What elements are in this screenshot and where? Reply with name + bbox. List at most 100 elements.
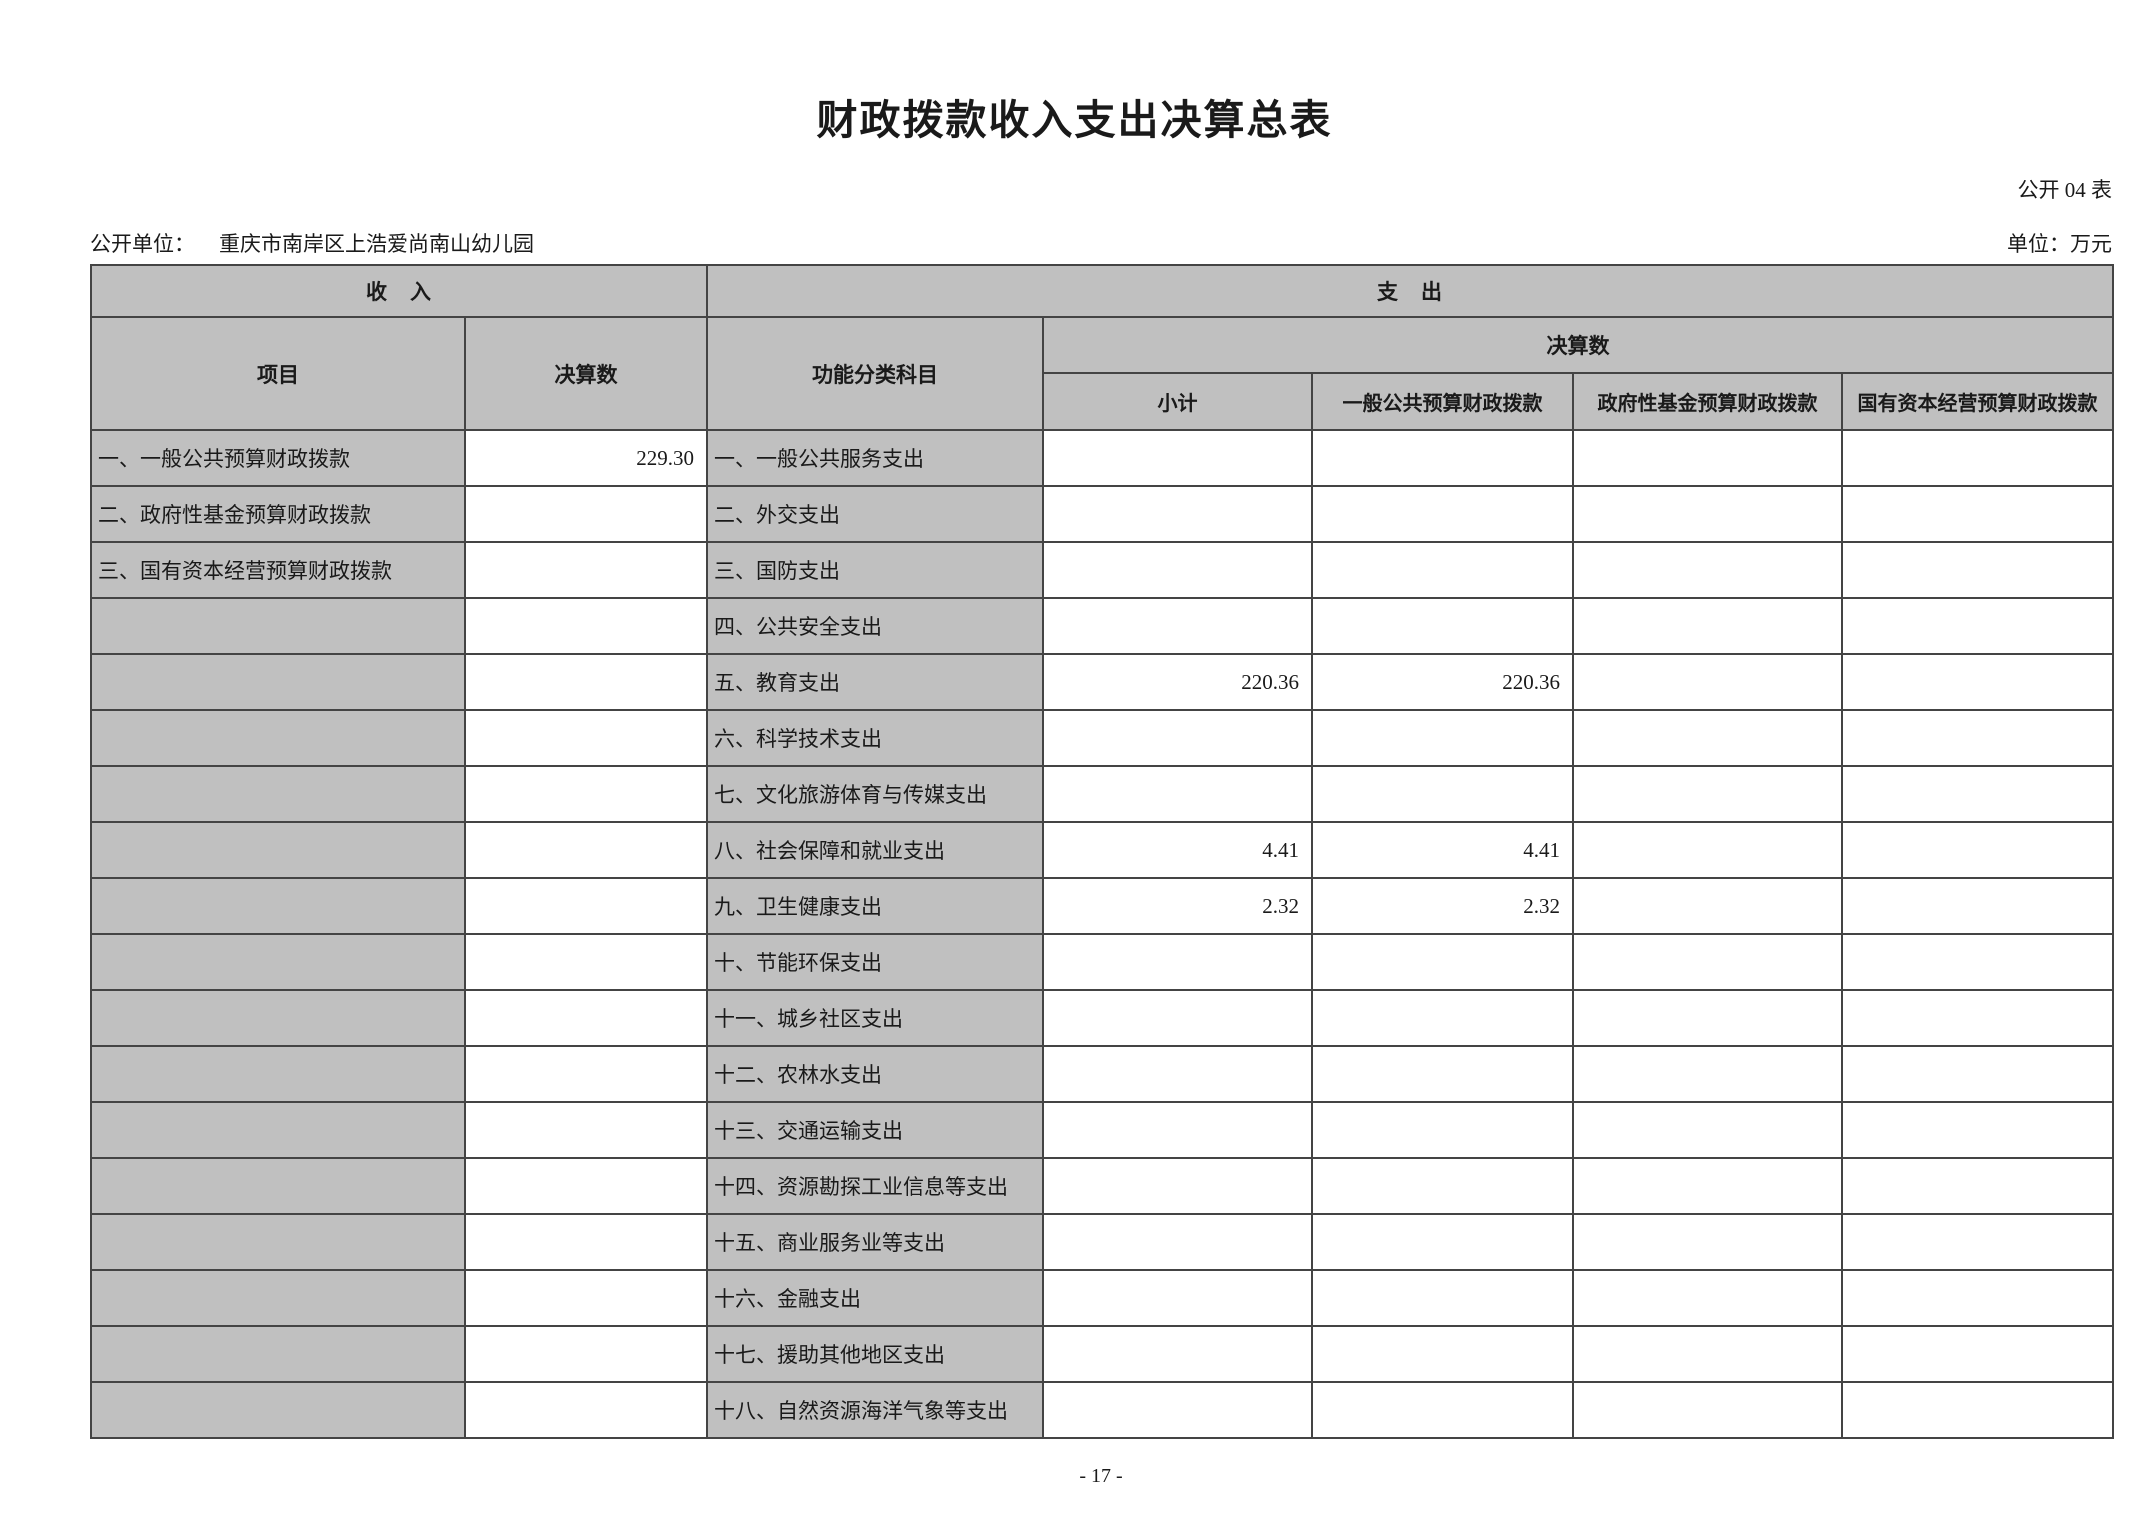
general-public-budget-cell <box>1311 541 1574 599</box>
gov-fund-budget-cell <box>1572 709 1843 767</box>
general-public-budget-cell <box>1311 485 1574 543</box>
general-public-budget-cell <box>1311 1157 1574 1215</box>
gov-fund-budget-cell <box>1572 653 1843 711</box>
general-public-budget-cell <box>1311 989 1574 1047</box>
income-value-cell <box>464 597 708 655</box>
form-code: 公开 04 表 <box>2017 178 2113 202</box>
table-row: 六、科学技术支出 <box>90 709 2115 767</box>
income-value-cell <box>464 1381 708 1439</box>
expense-subtotal-cell <box>1042 1269 1313 1327</box>
state-capital-budget-cell <box>1840 485 2115 543</box>
general-public-budget-cell: 220.36 <box>1311 653 1574 711</box>
expense-subtotal-cell <box>1042 597 1313 655</box>
general-public-budget-cell <box>1311 1269 1574 1327</box>
income-section-header: 收 入 <box>90 264 708 318</box>
general-public-budget-cell <box>1311 1381 1574 1439</box>
income-item-cell <box>90 597 466 655</box>
expense-item-cell: 十、节能环保支出 <box>706 933 1044 991</box>
table-row: 十二、农林水支出 <box>90 1045 2115 1103</box>
state-capital-budget-cell <box>1840 1101 2115 1159</box>
general-public-budget-cell: 4.41 <box>1311 821 1574 879</box>
gov-fund-budget-cell <box>1572 877 1843 935</box>
state-capital-budget-cell <box>1840 877 2115 935</box>
expense-subtotal-cell <box>1042 485 1313 543</box>
general-public-budget-cell <box>1311 1045 1574 1103</box>
income-value-cell <box>464 821 708 879</box>
expense-item-cell: 一、一般公共服务支出 <box>706 429 1044 487</box>
gov-fund-budget-cell <box>1572 1045 1843 1103</box>
income-value-cell <box>464 485 708 543</box>
income-item-cell <box>90 709 466 767</box>
gov-fund-budget-cell <box>1572 1269 1843 1327</box>
income-item-cell <box>90 765 466 823</box>
income-item-cell <box>90 877 466 935</box>
state-capital-budget-cell <box>1840 1269 2115 1327</box>
expense-item-cell: 十一、城乡社区支出 <box>706 989 1044 1047</box>
income-value-cell <box>464 877 708 935</box>
fiscal-appropriation-table: 收 入 支 出 项目 决算数 功能分类科目 决算数 小计 一般公共预算财政拨款 … <box>90 264 2115 1439</box>
income-item-cell <box>90 1045 466 1103</box>
expense-item-cell: 十四、资源勘探工业信息等支出 <box>706 1157 1044 1215</box>
income-item-cell <box>90 1325 466 1383</box>
col-header-state-capital-budget: 国有资本经营预算财政拨款 <box>1840 372 2115 431</box>
col-header-gov-fund-budget: 政府性基金预算财政拨款 <box>1572 372 1843 431</box>
income-value-cell <box>464 541 708 599</box>
page-content: 公开 04 表 公开单位： 重庆市南岸区上浩爱尚南山幼儿园 单位：万元 收 入 支… <box>90 176 2115 1488</box>
income-item-cell <box>90 1381 466 1439</box>
state-capital-budget-cell <box>1840 989 2115 1047</box>
income-item-cell <box>90 1101 466 1159</box>
income-item-cell: 一、一般公共预算财政拨款 <box>90 429 466 487</box>
general-public-budget-cell <box>1311 1325 1574 1383</box>
general-public-budget-cell <box>1311 933 1574 991</box>
col-header-subtotal: 小计 <box>1042 372 1313 431</box>
expense-subtotal-cell: 4.41 <box>1042 821 1313 879</box>
info-row: 公开单位： 重庆市南岸区上浩爱尚南山幼儿园 单位：万元 <box>90 230 2112 258</box>
income-value-cell <box>464 765 708 823</box>
income-item-cell <box>90 1269 466 1327</box>
general-public-budget-cell <box>1311 709 1574 767</box>
unit-note: 单位：万元 <box>2007 232 2112 256</box>
expense-item-cell: 五、教育支出 <box>706 653 1044 711</box>
publisher-line: 公开单位： 重庆市南岸区上浩爱尚南山幼儿园 <box>90 230 534 258</box>
income-value-cell <box>464 1157 708 1215</box>
table-row: 十、节能环保支出 <box>90 933 2115 991</box>
income-item-cell <box>90 1213 466 1271</box>
gov-fund-budget-cell <box>1572 765 1843 823</box>
column-header-row-lower: 小计 一般公共预算财政拨款 政府性基金预算财政拨款 国有资本经营预算财政拨款 <box>91 372 2115 431</box>
expense-section-header: 支 出 <box>705 264 2115 318</box>
income-item-cell <box>90 821 466 879</box>
income-value-cell <box>464 1045 708 1103</box>
table-row: 八、社会保障和就业支出 4.41 4.41 <box>90 821 2115 879</box>
table-body: 一、一般公共预算财政拨款 229.30 一、一般公共服务支出 二、政府性基金预算… <box>90 429 2115 1439</box>
gov-fund-budget-cell <box>1572 485 1843 543</box>
expense-subtotal-cell <box>1042 933 1313 991</box>
expense-item-cell: 八、社会保障和就业支出 <box>706 821 1044 879</box>
state-capital-budget-cell <box>1840 597 2115 655</box>
expense-subtotal-cell <box>1042 1213 1313 1271</box>
col-header-general-public-budget: 一般公共预算财政拨款 <box>1311 372 1574 431</box>
gov-fund-budget-cell <box>1572 429 1843 487</box>
income-item-cell <box>90 1157 466 1215</box>
gov-fund-budget-cell <box>1572 1157 1843 1215</box>
expense-item-cell: 二、外交支出 <box>706 485 1044 543</box>
gov-fund-budget-cell <box>1572 1325 1843 1383</box>
general-public-budget-cell <box>1311 429 1574 487</box>
state-capital-budget-cell <box>1840 429 2115 487</box>
income-item-cell <box>90 653 466 711</box>
col-header-item: 项目 <box>90 316 466 431</box>
income-item-cell: 三、国有资本经营预算财政拨款 <box>90 541 466 599</box>
expense-item-cell: 六、科学技术支出 <box>706 709 1044 767</box>
expense-item-cell: 七、文化旅游体育与传媒支出 <box>706 765 1044 823</box>
expense-subtotal-cell: 220.36 <box>1042 653 1313 711</box>
gov-fund-budget-cell <box>1572 1213 1843 1271</box>
state-capital-budget-cell <box>1840 541 2115 599</box>
table-row: 十七、援助其他地区支出 <box>90 1325 2115 1383</box>
income-value-cell <box>464 1101 708 1159</box>
expense-subtotal-cell: 2.32 <box>1042 877 1313 935</box>
publisher-name: 重庆市南岸区上浩爱尚南山幼儿园 <box>219 232 534 256</box>
general-public-budget-cell <box>1311 597 1574 655</box>
expense-item-cell: 四、公共安全支出 <box>706 597 1044 655</box>
state-capital-budget-cell <box>1840 709 2115 767</box>
income-value-cell <box>464 709 708 767</box>
income-value-cell: 229.30 <box>464 429 708 487</box>
